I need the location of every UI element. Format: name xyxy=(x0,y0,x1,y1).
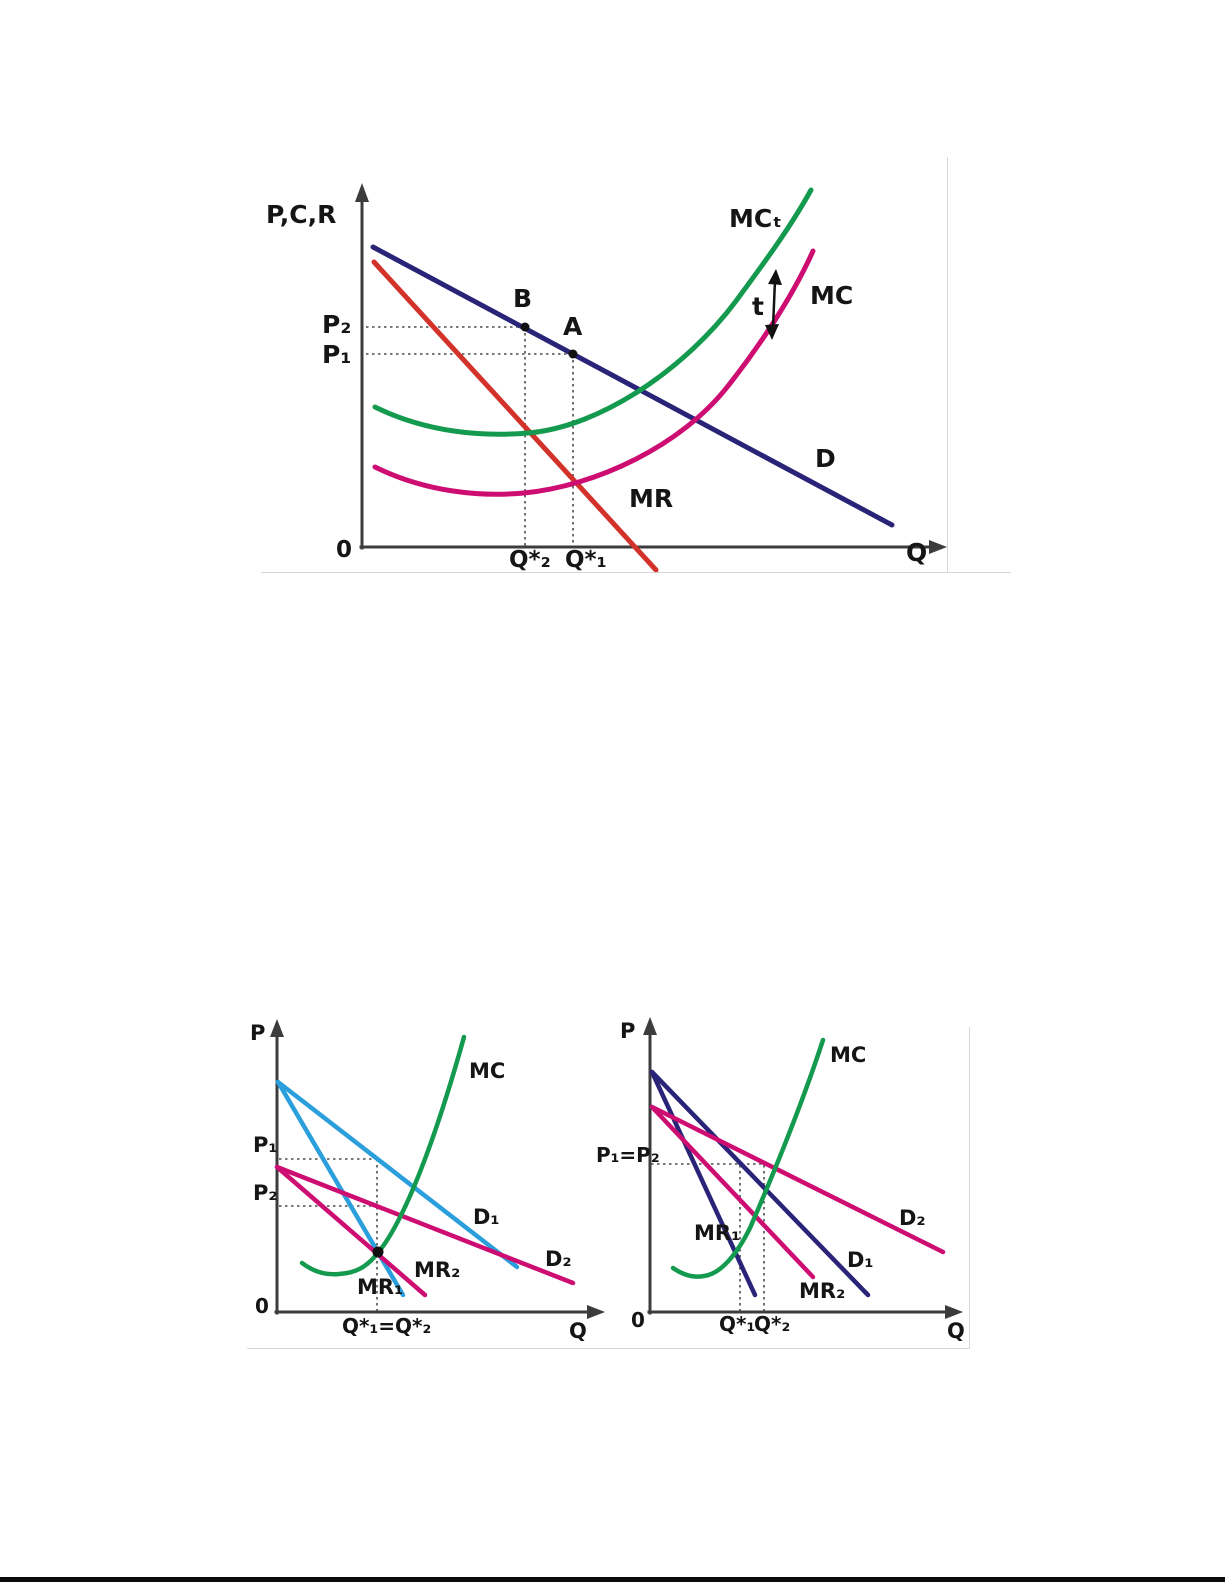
left-y-axis-label: P xyxy=(250,1021,266,1045)
mc-tax-curve xyxy=(372,187,814,437)
right-origin-label: 0 xyxy=(631,1308,645,1332)
right-mr1-curve-label: MR₁ xyxy=(694,1221,741,1245)
figure2-right-edge xyxy=(969,1027,970,1349)
x-axis-arrow-icon xyxy=(929,540,947,554)
tax-arrow-up-icon xyxy=(768,269,782,285)
right-mr1-curve xyxy=(649,1069,758,1298)
left-p2-tick-label: P₂ xyxy=(253,1181,278,1205)
left-mc-curve-label: MC xyxy=(469,1059,506,1083)
right-mc-curve-label: MC xyxy=(830,1043,867,1067)
left-x-axis-arrow-icon xyxy=(587,1305,605,1319)
point-a-dot xyxy=(568,349,578,359)
left-origin-label: 0 xyxy=(255,1294,269,1318)
left-p1-tick-label: P₁ xyxy=(253,1133,278,1157)
left-y-axis-arrow-icon xyxy=(270,1019,284,1037)
figure-monopoly-tax-canvas xyxy=(355,183,947,573)
left-mr1-curve xyxy=(275,1079,406,1298)
point-a-label: A xyxy=(563,312,583,341)
origin-label: 0 xyxy=(336,537,353,563)
q2-tick-label: Q*₂ xyxy=(509,547,551,573)
right-x-axis-arrow-icon xyxy=(945,1305,963,1319)
point-b-dot xyxy=(520,322,530,332)
right-y-axis-arrow-icon xyxy=(643,1017,657,1035)
tax-arrow-shaft xyxy=(771,279,777,329)
figure1-bottom-edge xyxy=(261,572,1011,573)
mr-curve-label: MR xyxy=(629,484,674,513)
left-mc-curve xyxy=(299,1034,467,1277)
p1-tick-label: P₁ xyxy=(322,340,352,369)
left-mr2-curve xyxy=(274,1164,428,1298)
tax-label: t xyxy=(752,292,764,321)
left-mr2-curve-label: MR₂ xyxy=(414,1258,461,1282)
left-intersection-dot xyxy=(372,1246,384,1258)
point-b-label: B xyxy=(513,284,533,313)
mc-tax-curve-label: MCₜ xyxy=(729,204,782,233)
tax-arrow-down-icon xyxy=(765,324,779,340)
demand-curve-label: D xyxy=(815,444,836,473)
left-d1-curve-label: D₁ xyxy=(473,1205,500,1229)
right-d1-curve xyxy=(649,1069,871,1298)
right-d2-curve xyxy=(649,1104,946,1255)
y-axis-label: P,C,R xyxy=(266,200,337,229)
mr-curve xyxy=(371,259,659,573)
right-q1-tick-label: Q*₁ xyxy=(719,1312,756,1336)
right-mr2-curve-label: MR₂ xyxy=(799,1279,846,1303)
left-x-axis-label: Q xyxy=(569,1319,587,1343)
mc-curve-label: MC xyxy=(810,281,854,310)
left-quantity-tick-label: Q*₁=Q*₂ xyxy=(342,1314,432,1338)
x-axis-label: Q xyxy=(906,538,928,567)
figure-elasticity-canvas xyxy=(270,1017,963,1319)
left-mr1-curve-label: MR₁ xyxy=(357,1275,404,1299)
figure-monopoly-tax: P,C,R P₂ P₁ B A MCₜ MC t D MR 0 Q Q*₂ Q*… xyxy=(266,156,948,573)
right-mc-curve xyxy=(670,1037,826,1279)
right-q2-tick-label: Q*₂ xyxy=(754,1312,791,1336)
p2-tick-label: P₂ xyxy=(322,310,352,339)
right-d2-curve-label: D₂ xyxy=(899,1206,926,1230)
right-y-axis-label: P xyxy=(620,1019,636,1043)
y-axis-arrow-icon xyxy=(355,183,369,202)
right-x-axis-label: Q xyxy=(947,1319,965,1343)
demand-curve xyxy=(370,244,895,528)
right-mr2-curve xyxy=(649,1104,816,1280)
right-price-tick-label: P₁=P₂ xyxy=(596,1143,660,1167)
figure1-right-edge xyxy=(947,157,948,572)
figure-elasticity-comparison: P 0 Q MC P₁ P₂ D₁ D₂ MR₂ MR₁ Q*₁=Q*₂ P 0… xyxy=(247,1015,970,1349)
right-d1-curve-label: D₁ xyxy=(847,1248,874,1272)
page-footer-rule xyxy=(0,1577,1225,1582)
left-d1-curve xyxy=(275,1079,520,1270)
figure2-bottom-edge xyxy=(247,1348,970,1349)
q1-tick-label: Q*₁ xyxy=(565,547,607,573)
left-d2-curve xyxy=(274,1164,576,1286)
left-d2-curve-label: D₂ xyxy=(545,1247,572,1271)
